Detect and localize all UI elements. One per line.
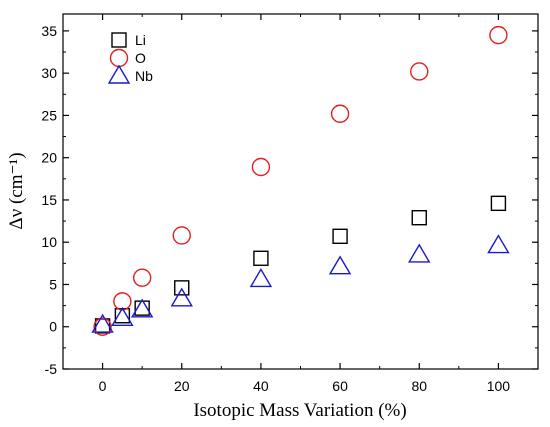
x-tick-label: 60 (332, 378, 348, 394)
legend: Li O Nb (107, 32, 153, 84)
series-o (93, 25, 508, 336)
data-point-nb (487, 234, 510, 254)
x-tick-label: 80 (411, 378, 427, 394)
y-tick-label: 15 (41, 192, 57, 208)
x-tick-label: 0 (99, 378, 107, 394)
y-tick-label: 35 (41, 23, 57, 39)
y-tick-label: -5 (45, 361, 58, 377)
x-tick-label: 20 (174, 378, 190, 394)
data-point-nb (328, 255, 352, 275)
y-tick-label: 5 (49, 276, 57, 292)
legend-marker-o (109, 48, 129, 68)
x-tick-label: 100 (487, 378, 511, 394)
y-axis-ticks: -5 0 5 10 15 20 25 30 35 (41, 23, 538, 377)
series-nb (91, 234, 510, 333)
data-point-o (410, 62, 429, 81)
data-markers (91, 25, 510, 336)
y-axis-title: Δν (cm⁻¹) (6, 152, 27, 229)
data-point-li (94, 318, 111, 334)
y-tick-label: 10 (41, 234, 57, 250)
x-tick-label: 40 (253, 378, 269, 394)
legend-item-o: O (109, 48, 146, 68)
data-point-o (489, 25, 508, 45)
data-point-o (251, 157, 271, 177)
data-point-o (113, 292, 132, 311)
data-point-nb (249, 268, 273, 288)
data-point-nb (408, 243, 431, 263)
data-point-li (332, 228, 348, 244)
series-li (94, 195, 507, 334)
data-point-nb (170, 287, 193, 307)
x-axis-title: Isotopic Mass Variation (%) (193, 400, 406, 421)
data-point-o (132, 268, 152, 287)
data-point-nb (130, 298, 154, 318)
y-tick-label: 20 (41, 150, 57, 166)
legend-item-li: Li (111, 32, 146, 48)
x-axis-ticks: 0 20 40 60 80 100 (62, 14, 539, 394)
legend-label-nb: Nb (135, 68, 153, 84)
data-point-o (93, 317, 112, 336)
data-point-nb (91, 313, 114, 333)
y-tick-label: 30 (41, 65, 57, 81)
data-point-li (253, 250, 269, 266)
legend-marker-nb (107, 64, 131, 84)
data-point-o (172, 226, 191, 245)
legend-marker-li (111, 32, 127, 48)
y-tick-label: 0 (49, 319, 57, 335)
y-tick-label: 25 (41, 107, 57, 123)
data-point-li (174, 280, 190, 296)
legend-label-o: O (135, 50, 146, 66)
data-point-nb (111, 306, 134, 326)
data-point-li (490, 195, 507, 212)
legend-label-li: Li (135, 32, 146, 48)
data-point-o (330, 104, 350, 123)
data-point-li (411, 210, 427, 226)
legend-item-nb: Nb (107, 64, 153, 84)
